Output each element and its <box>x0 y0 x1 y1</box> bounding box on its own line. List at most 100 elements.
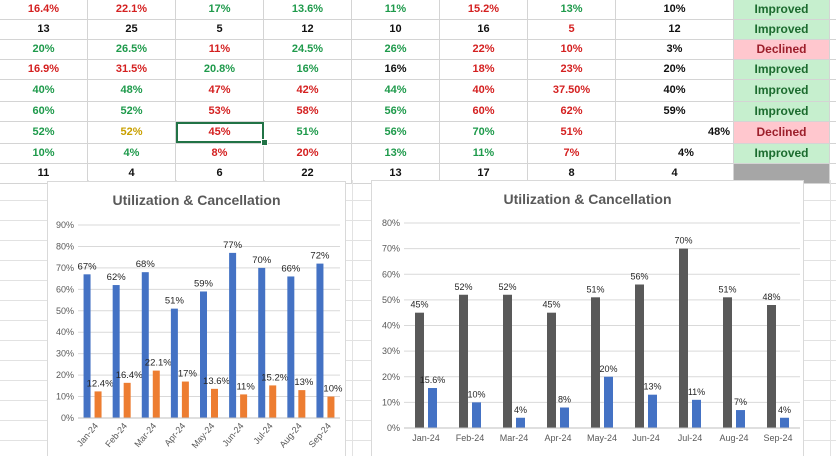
table-cell[interactable]: 10% <box>528 40 616 59</box>
status-badge[interactable] <box>734 164 830 183</box>
table-cell[interactable]: 20% <box>264 144 352 163</box>
table-cell[interactable]: 13% <box>528 0 616 19</box>
table-cell[interactable]: 13 <box>0 20 88 39</box>
fill-handle[interactable] <box>261 139 268 146</box>
status-badge[interactable]: Improved <box>734 20 830 39</box>
status-badge[interactable]: Improved <box>734 0 830 19</box>
table-cell[interactable]: 5 <box>528 20 616 39</box>
table-cell[interactable]: 26% <box>352 40 440 59</box>
table-cell[interactable]: 11% <box>352 0 440 19</box>
table-cell[interactable]: 37.50% <box>528 80 616 101</box>
x-tick-label: Apr-24 <box>162 421 187 448</box>
table-cell[interactable]: 6 <box>176 164 264 183</box>
table-cell[interactable]: 53% <box>176 102 264 121</box>
table-cell[interactable]: 58% <box>264 102 352 121</box>
table-cell[interactable]: 20% <box>0 40 88 59</box>
table-cell[interactable]: 4 <box>88 164 176 183</box>
table-cell[interactable]: 22 <box>264 164 352 183</box>
table-cell[interactable]: 17 <box>440 164 528 183</box>
selected-cell[interactable]: 45% <box>176 122 264 143</box>
data-label: 12.4% <box>87 378 114 389</box>
table-cell[interactable]: 24.5% <box>264 40 352 59</box>
table-cell[interactable]: 8% <box>176 144 264 163</box>
table-cell[interactable]: 16% <box>264 60 352 79</box>
table-cell[interactable]: 4% <box>88 144 176 163</box>
table-cell[interactable]: 23% <box>528 60 616 79</box>
status-badge[interactable]: Declined <box>734 40 830 59</box>
table-cell[interactable]: 42% <box>264 80 352 101</box>
x-tick-label: Jan-24 <box>75 421 100 449</box>
y-tick-label: 10% <box>56 392 74 402</box>
table-cell[interactable]: 52% <box>0 122 88 143</box>
table-cell[interactable]: 4% <box>616 144 734 163</box>
table-cell[interactable]: 11% <box>440 144 528 163</box>
table-cell[interactable]: 20% <box>616 60 734 79</box>
table-cell[interactable]: 40% <box>616 80 734 101</box>
table-cell[interactable]: 10% <box>0 144 88 163</box>
bar <box>472 402 481 428</box>
table-cell[interactable]: 59% <box>616 102 734 121</box>
table-row: 52% 52% 45% 51% 56% 70% 51% 48% Declined <box>0 122 836 144</box>
status-badge[interactable]: Declined <box>734 122 830 143</box>
status-badge[interactable]: Improved <box>734 144 830 163</box>
table-cell[interactable]: 7% <box>528 144 616 163</box>
grid-col-line <box>352 180 353 456</box>
utilization-cancellation-chart-2[interactable]: Utilization & Cancellation 0% 10% 20% 30% 40… <box>371 180 804 456</box>
status-badge[interactable]: Improved <box>734 102 830 121</box>
table-cell[interactable]: 56% <box>352 122 440 143</box>
table-cell[interactable]: 10 <box>352 20 440 39</box>
table-cell[interactable]: 11 <box>0 164 88 183</box>
table-cell[interactable]: 22% <box>440 40 528 59</box>
bar <box>112 285 120 418</box>
table-cell[interactable]: 51% <box>264 122 352 143</box>
table-cell[interactable]: 31.5% <box>88 60 176 79</box>
table-cell[interactable]: 10% <box>616 0 734 19</box>
table-cell[interactable]: 20.8% <box>176 60 264 79</box>
table-cell[interactable]: 13 <box>352 164 440 183</box>
bar <box>780 417 789 428</box>
table-cell[interactable]: 26.5% <box>88 40 176 59</box>
bar <box>767 305 776 428</box>
table-cell[interactable]: 48% <box>616 122 734 143</box>
table-cell[interactable]: 47% <box>176 80 264 101</box>
status-badge[interactable]: Improved <box>734 80 830 101</box>
table-cell[interactable]: 25 <box>88 20 176 39</box>
table-cell[interactable]: 52% <box>88 122 176 143</box>
table-cell[interactable]: 40% <box>440 80 528 101</box>
table-cell[interactable]: 13% <box>352 144 440 163</box>
table-cell[interactable]: 70% <box>440 122 528 143</box>
table-cell[interactable]: 51% <box>528 122 616 143</box>
table-cell[interactable]: 48% <box>88 80 176 101</box>
bar <box>648 394 657 428</box>
table-cell[interactable]: 5 <box>176 20 264 39</box>
bar <box>692 399 701 428</box>
table-cell[interactable]: 44% <box>352 80 440 101</box>
bar <box>240 394 248 418</box>
table-cell[interactable]: 60% <box>440 102 528 121</box>
table-cell[interactable]: 12 <box>264 20 352 39</box>
y-tick-label: 30% <box>56 349 74 359</box>
table-cell[interactable]: 11% <box>176 40 264 59</box>
table-cell[interactable]: 8 <box>528 164 616 183</box>
table-cell[interactable]: 60% <box>0 102 88 121</box>
utilization-cancellation-chart-1[interactable]: Utilization & Cancellation 0% 10% 20% 30% 40… <box>47 181 346 456</box>
chart-title: Utilization & Cancellation <box>112 192 281 208</box>
table-cell[interactable]: 3% <box>616 40 734 59</box>
table-cell[interactable]: 13.6% <box>264 0 352 19</box>
table-cell[interactable]: 62% <box>528 102 616 121</box>
table-cell[interactable]: 17% <box>176 0 264 19</box>
table-cell[interactable]: 15.2% <box>440 0 528 19</box>
table-cell[interactable]: 16.9% <box>0 60 88 79</box>
table-cell[interactable]: 40% <box>0 80 88 101</box>
table-cell[interactable]: 18% <box>440 60 528 79</box>
table-cell[interactable]: 16% <box>352 60 440 79</box>
table-cell[interactable]: 4 <box>616 164 734 183</box>
table-cell[interactable]: 56% <box>352 102 440 121</box>
table-cell[interactable]: 16.4% <box>0 0 88 19</box>
table-cell[interactable]: 12 <box>616 20 734 39</box>
table-cell[interactable]: 22.1% <box>88 0 176 19</box>
status-badge[interactable]: Improved <box>734 60 830 79</box>
table-cell[interactable]: 16 <box>440 20 528 39</box>
table-cell[interactable]: 52% <box>88 102 176 121</box>
